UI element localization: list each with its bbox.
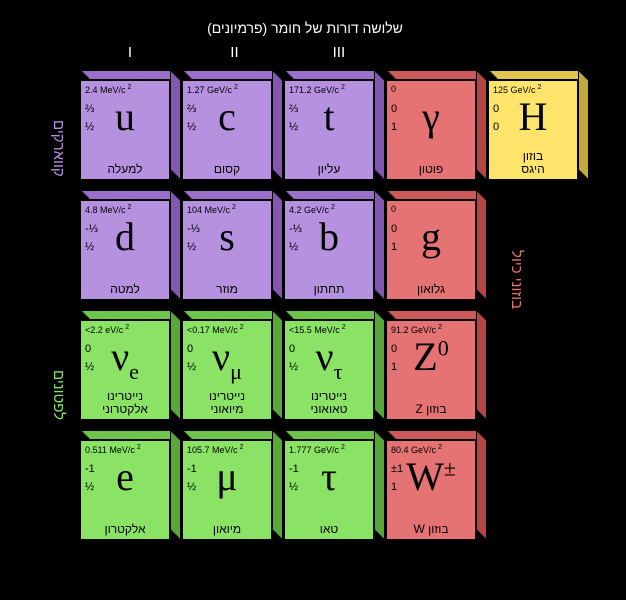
particle-cell-: 105.7 MeV/c 2-1½μמיואון <box>182 440 272 540</box>
particle-symbol: W± <box>387 453 475 500</box>
particle-cell-t: 171.2 GeV/c 2⅔½tעליון <box>284 80 374 180</box>
particle-cell-b: 4.2 GeV/c 2-⅓½bתחתון <box>284 200 374 300</box>
particle-symbol: τ <box>285 453 373 500</box>
particle-name: פוטון <box>387 163 475 176</box>
particle-cell-: 001γפוטון <box>386 80 476 180</box>
particle-symbol: d <box>81 213 169 260</box>
particle-symbol: s <box>183 213 271 260</box>
particle-name: נייטרינוטאואוני <box>285 390 373 416</box>
particle-cell-H: 125 GeV/c 200Hבוזוןהיגס <box>488 80 578 180</box>
particle-name: קסום <box>183 163 271 176</box>
particle-cell-: 1.777 GeV/c 2-1½τטאו <box>284 440 374 540</box>
particle-symbol: νe <box>81 333 169 385</box>
particle-cell-s: 104 MeV/c 2-⅓½sמוזר <box>182 200 272 300</box>
particle-name: בוזון W <box>387 523 475 536</box>
particle-name: בוזוןהיגס <box>489 150 577 176</box>
particle-symbol: γ <box>387 93 475 140</box>
particle-row: 2.4 MeV/c 2⅔½uלמעלה1.27 GeV/c 2⅔½cקסום17… <box>80 80 590 180</box>
particle-symbol: H <box>489 93 577 140</box>
particle-cell-e: 0.511 MeV/c 2-1½eאלקטרון <box>80 440 170 540</box>
particle-name: למעלה <box>81 163 169 176</box>
particle-row: <2.2 eV/c 20½νeנייטרינואלקטרוני<0.17 MeV… <box>80 320 590 420</box>
particle-name: נייטרינואלקטרוני <box>81 390 169 416</box>
particle-row: 0.511 MeV/c 2-1½eאלקטרון105.7 MeV/c 2-1½… <box>80 440 590 540</box>
particle-symbol: u <box>81 93 169 140</box>
particle-cell-e: <2.2 eV/c 20½νeנייטרינואלקטרוני <box>80 320 170 420</box>
top-labels: שלושה דורות של חומר (פרמיונים) I II III <box>80 20 530 62</box>
particle-name: גלואון <box>387 283 475 296</box>
particle-symbol: b <box>285 213 373 260</box>
particle-symbol: c <box>183 93 271 140</box>
leptons-label: לפטונים <box>50 370 67 420</box>
particle-cell-u: 2.4 MeV/c 2⅔½uלמעלה <box>80 80 170 180</box>
fermion-header: שלושה דורות של חומר (פרמיונים) <box>80 20 530 36</box>
particle-symbol: ντ <box>285 333 373 385</box>
particle-name: אלקטרון <box>81 523 169 536</box>
particle-cell-c: 1.27 GeV/c 2⅔½cקסום <box>182 80 272 180</box>
particle-name: מיואון <box>183 523 271 536</box>
particle-symbol: μ <box>183 453 271 500</box>
particle-grid: 2.4 MeV/c 2⅔½uלמעלה1.27 GeV/c 2⅔½cקסום17… <box>80 80 590 560</box>
particle-name: תחתון <box>285 283 373 296</box>
gen-1: I <box>80 44 180 61</box>
particle-cell-W: 80.4 GeV/c 2±11W±בוזון W <box>386 440 476 540</box>
particle-symbol: g <box>387 213 475 260</box>
particle-name: טאו <box>285 523 373 536</box>
bosons-label: בוזוני כיול <box>508 250 525 309</box>
particle-symbol: νμ <box>183 333 271 385</box>
gen-2: II <box>184 44 284 61</box>
particle-symbol: t <box>285 93 373 140</box>
particle-cell-: <15.5 MeV/c 20½ντנייטרינוטאואוני <box>284 320 374 420</box>
particle-cell-g: 001gגלואון <box>386 200 476 300</box>
particle-cell-Z: 91.2 GeV/c 201Z0בוזון Z <box>386 320 476 420</box>
particle-name: עליון <box>285 163 373 176</box>
quarks-label: קווארקים <box>50 120 67 177</box>
particle-symbol: e <box>81 453 169 500</box>
particle-cell-d: 4.8 MeV/c 2-⅓½dלמטה <box>80 200 170 300</box>
gen-3: III <box>289 44 389 61</box>
particle-name: בוזון Z <box>387 403 475 416</box>
particle-name: למטה <box>81 283 169 296</box>
particle-cell-: <0.17 MeV/c 20½νμנייטרינומיואוני <box>182 320 272 420</box>
generation-row: I II III <box>80 44 530 62</box>
particle-symbol: Z0 <box>387 333 475 380</box>
particle-name: נייטרינומיואוני <box>183 390 271 416</box>
particle-name: מוזר <box>183 283 271 296</box>
